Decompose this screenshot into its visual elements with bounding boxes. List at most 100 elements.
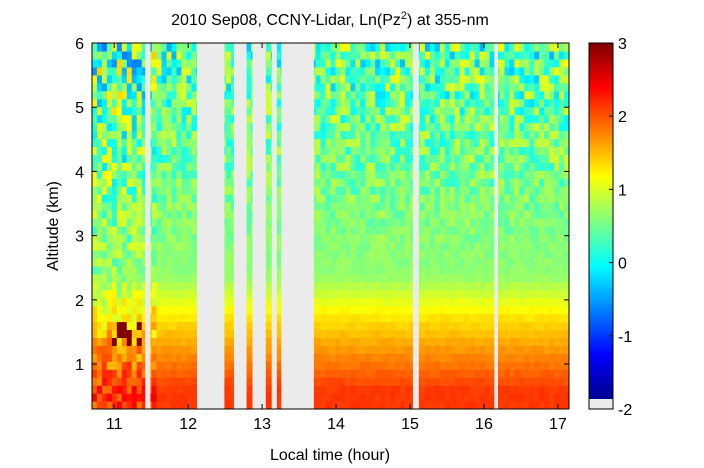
heatmap-cell bbox=[405, 202, 411, 211]
heatmap-cell bbox=[529, 393, 535, 402]
heatmap-cell bbox=[96, 305, 103, 315]
heatmap-cell bbox=[484, 186, 491, 195]
heatmap-cell bbox=[544, 122, 550, 132]
heatmap-cell bbox=[499, 74, 506, 84]
heatmap-cell bbox=[449, 106, 456, 116]
heatmap-cell bbox=[92, 241, 98, 251]
heatmap-cell bbox=[554, 226, 560, 235]
heatmap-cell bbox=[92, 162, 98, 171]
heatmap-cell bbox=[116, 337, 123, 346]
heatmap-cell bbox=[166, 210, 173, 219]
heatmap-cell bbox=[449, 313, 456, 323]
no-data-gap bbox=[252, 43, 266, 409]
heatmap-cell bbox=[419, 154, 426, 163]
heatmap-cell bbox=[549, 210, 555, 219]
heatmap-cell bbox=[385, 154, 391, 163]
heatmap-cell bbox=[499, 249, 506, 259]
heatmap-cell bbox=[92, 82, 98, 92]
heatmap-cell bbox=[434, 337, 441, 346]
heatmap-cell bbox=[171, 369, 178, 378]
heatmap-cell bbox=[111, 233, 118, 243]
heatmap-cell bbox=[410, 58, 416, 68]
heatmap-cell bbox=[434, 98, 441, 108]
heatmap-cell bbox=[191, 273, 197, 283]
heatmap-cell bbox=[489, 233, 496, 243]
heatmap-cell bbox=[514, 313, 520, 323]
heatmap-cell bbox=[484, 130, 491, 140]
heatmap-cell bbox=[156, 58, 163, 68]
heatmap-cell bbox=[121, 43, 128, 52]
heatmap-cell bbox=[226, 162, 232, 171]
heatmap-cell bbox=[459, 98, 466, 108]
y-axis-label: Altitude (km) bbox=[45, 181, 62, 271]
heatmap-cell bbox=[519, 202, 525, 211]
heatmap-cell bbox=[444, 226, 451, 235]
heatmap-cell bbox=[504, 321, 510, 331]
heatmap-cell bbox=[514, 90, 520, 100]
heatmap-cell bbox=[449, 377, 456, 386]
heatmap-cell bbox=[365, 385, 371, 394]
heatmap-cell bbox=[186, 393, 192, 402]
heatmap-cell bbox=[330, 202, 337, 211]
heatmap-cell bbox=[479, 114, 486, 124]
heatmap-cell bbox=[315, 43, 322, 52]
heatmap-cell bbox=[176, 305, 183, 315]
heatmap-cell bbox=[191, 257, 197, 267]
heatmap-cell bbox=[121, 58, 128, 68]
heatmap-cell bbox=[360, 337, 366, 346]
heatmap-cell bbox=[275, 377, 282, 386]
heatmap-cell bbox=[186, 218, 192, 227]
heatmap-cell bbox=[275, 138, 282, 148]
heatmap-cell bbox=[464, 162, 471, 171]
heatmap-cell bbox=[96, 401, 103, 409]
heatmap-cell bbox=[444, 329, 451, 338]
heatmap-cell bbox=[111, 154, 118, 163]
heatmap-cell bbox=[509, 146, 515, 155]
heatmap-cell bbox=[171, 273, 178, 283]
heatmap-cell bbox=[106, 353, 113, 362]
heatmap-cell bbox=[459, 289, 466, 299]
heatmap-cell bbox=[484, 106, 491, 116]
heatmap-cell bbox=[549, 385, 555, 394]
heatmap-cell bbox=[395, 233, 401, 243]
heatmap-cell bbox=[484, 297, 491, 307]
heatmap-cell bbox=[330, 377, 337, 386]
heatmap-cell bbox=[171, 50, 178, 60]
heatmap-cell bbox=[464, 114, 471, 124]
heatmap-cell bbox=[400, 170, 406, 179]
heatmap-cell bbox=[96, 146, 103, 155]
heatmap-cell bbox=[544, 393, 550, 402]
heatmap-cell bbox=[101, 289, 108, 299]
heatmap-cell bbox=[444, 170, 451, 179]
heatmap-cell bbox=[330, 178, 337, 187]
heatmap-cell bbox=[479, 273, 486, 283]
colorbar-tick-label: -2 bbox=[618, 402, 632, 419]
heatmap-cell bbox=[449, 162, 456, 171]
heatmap-cell bbox=[544, 66, 550, 76]
heatmap-cell bbox=[265, 154, 272, 163]
heatmap-cell bbox=[444, 58, 451, 68]
heatmap-cell bbox=[226, 401, 232, 409]
heatmap-cell bbox=[484, 202, 491, 211]
heatmap-cell bbox=[554, 130, 560, 140]
heatmap-cell bbox=[131, 385, 138, 394]
heatmap-cell bbox=[499, 369, 506, 378]
heatmap-cell bbox=[315, 170, 322, 179]
heatmap-cell bbox=[101, 202, 108, 211]
heatmap-cell bbox=[335, 393, 342, 402]
heatmap-cell bbox=[489, 114, 496, 124]
heatmap-cell bbox=[171, 74, 178, 84]
heatmap-cell bbox=[116, 178, 123, 187]
heatmap-cell bbox=[191, 178, 197, 187]
heatmap-cell bbox=[121, 321, 128, 331]
heatmap-cell bbox=[424, 98, 431, 108]
heatmap-cell bbox=[544, 345, 550, 354]
heatmap-cell bbox=[126, 297, 133, 307]
heatmap-cell bbox=[449, 202, 456, 211]
heatmap-cell bbox=[350, 178, 356, 187]
heatmap-cell bbox=[385, 241, 391, 251]
heatmap-cell bbox=[226, 233, 232, 243]
heatmap-cell bbox=[370, 265, 376, 275]
heatmap-cell bbox=[355, 226, 361, 235]
heatmap-cell bbox=[365, 297, 371, 307]
